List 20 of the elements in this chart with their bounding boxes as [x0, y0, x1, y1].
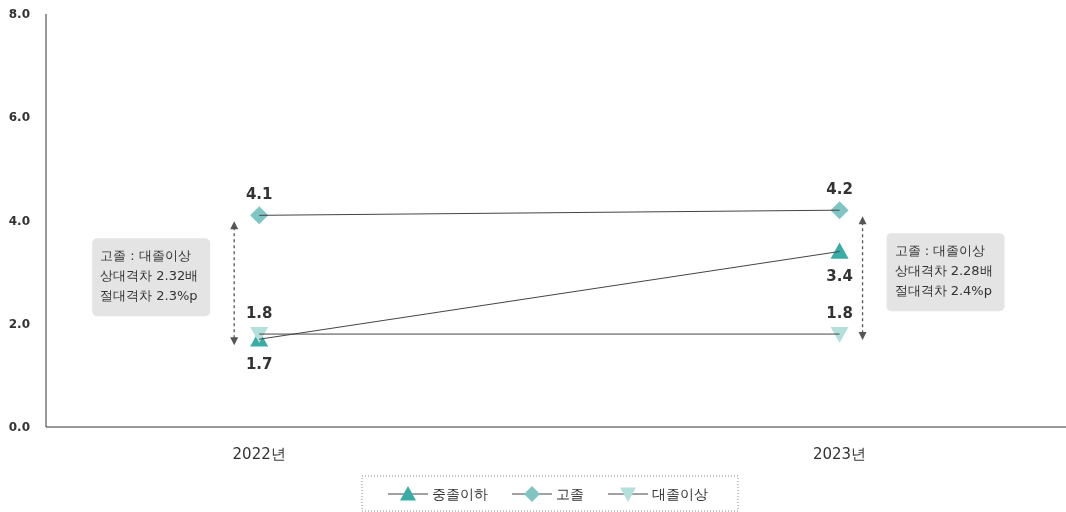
x-tick-label: 2023년	[812, 445, 867, 463]
y-tick-label: 0.0	[8, 420, 30, 434]
data-label: 1.8	[245, 304, 273, 323]
annotation: 고졸 : 대졸이상 상대격차 2.28배 절대격차 2.4%p	[894, 243, 993, 299]
legend-label: 대졸이상	[652, 486, 708, 502]
point	[250, 206, 269, 225]
data-label: 1.7	[245, 355, 273, 374]
annotation: 고졸 : 대졸이상 상대격차 2.32배 절대격차 2.3%p	[100, 248, 199, 304]
y-tick-label: 6.0	[8, 110, 30, 125]
data-label: 3.4	[826, 267, 853, 286]
data-label: 4.1	[245, 185, 273, 204]
data-label: 4.2	[826, 180, 853, 199]
x-tick-label: 2022년	[232, 445, 286, 463]
y-tick-label: 4.0	[8, 213, 30, 228]
legend-label: 고졸	[556, 486, 584, 502]
data-label: 1.8	[826, 304, 853, 323]
legend-label: 중졸이하	[432, 486, 488, 502]
point	[830, 201, 849, 220]
y-tick-label: 8.0	[8, 7, 30, 21]
y-tick-label: 2.0	[8, 316, 30, 331]
